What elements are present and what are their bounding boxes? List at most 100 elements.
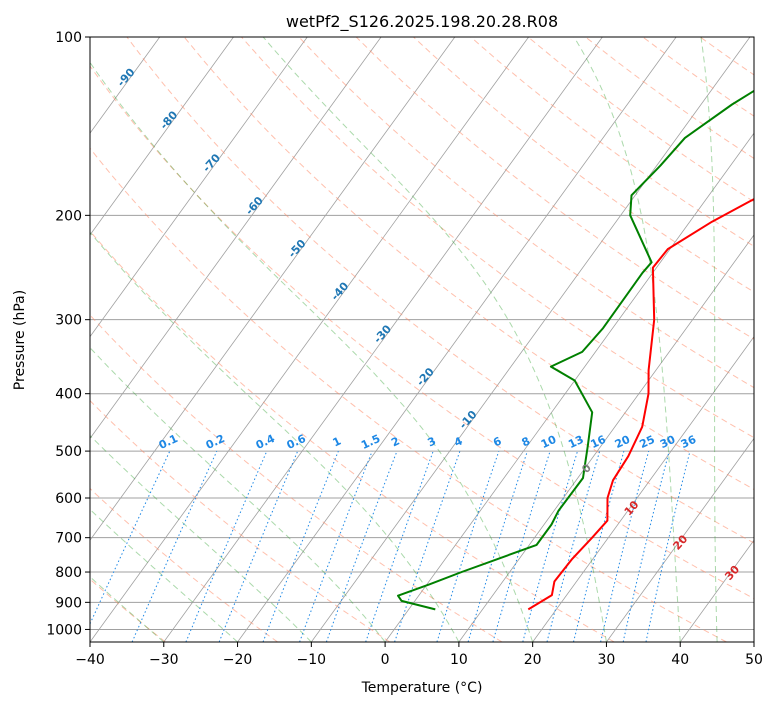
mixing-ratio-label: 0.1 [157,432,180,452]
mixing-ratio-line [394,450,461,642]
dry-adiabat [126,37,754,544]
y-tick-label: 700 [55,531,82,547]
dry-adiabats [90,37,775,642]
dry-adiabat [90,147,727,642]
mixing-ratio-line [645,450,691,642]
dry-adiabat [90,399,391,642]
moist-adiabat [262,37,607,642]
mixing-ratio-line [467,450,528,642]
mixing-ratio-label: 36 [679,433,699,451]
mixing-ratio-label: 4 [452,434,465,449]
dry-adiabat [355,37,754,340]
mixing-ratio-label: 0.4 [254,432,277,452]
x-axis: −40 −30 −20 −10 0 10 20 30 40 50 [75,642,763,668]
isotherm-line [311,37,751,642]
moist-adiabat [90,231,460,642]
mixing-ratio-label: 16 [589,433,609,451]
mixing-ratio-line [573,450,625,642]
y-tick-label: 900 [55,595,82,611]
mixing-ratio-line [299,450,373,642]
x-tick-label: 0 [381,652,390,668]
x-tick-label: 40 [671,652,689,668]
mixing-ratio-line [365,450,434,642]
mixing-ratio-label: 10 [539,433,559,451]
mixing-ratio-label: 13 [566,433,585,451]
gridline-labels: 0.1 0.2 0.4 0.6 1 1.5 2 3 4 6 8 10 13 16 20 25 30 36-100-… [90,37,742,583]
x-tick-label: 50 [745,652,763,668]
mixing-ratio-line [522,450,578,642]
isotherm-line [163,37,603,642]
background-lines [0,37,775,642]
moist-adiabat [90,576,165,642]
isotherm-gridlines [0,37,754,642]
x-tick-label: −10 [297,652,327,668]
moist-adiabat [753,562,754,642]
moist-adiabat [90,61,534,642]
x-tick-label: −20 [223,652,253,668]
isotherm-label: -40 [328,279,351,303]
dry-adiabat [699,37,754,76]
y-tick-label: 1000 [46,622,82,638]
chart-title: wetPf2_S126.2025.198.20.28.R08 [286,12,558,32]
temperature-profile-line [527,197,754,611]
mixing-ratio-line [131,450,218,642]
mixing-ratio-label: 25 [638,433,657,451]
mixing-ratio-line [325,450,398,642]
y-tick-label: 100 [55,30,82,46]
x-tick-label: 10 [450,652,468,668]
mixing-ratio-label: 2 [389,434,401,449]
mixing-ratio-line [218,450,299,642]
moist-adiabats [90,37,754,642]
dry-adiabat [90,230,615,642]
x-axis-label: Temperature (°C) [361,680,483,696]
mixing-ratio-label: 20 [613,433,633,451]
isotherm-label: -30 [371,322,394,346]
mixing-ratio-label: 1.5 [359,432,382,452]
x-tick-label: 20 [524,652,542,668]
isotherm-line [90,37,529,642]
isotherm-label: -80 [157,108,180,132]
mixing-ratio-label: 1 [331,434,343,449]
x-tick-label: −40 [75,652,105,668]
isotherm-line [532,336,754,642]
profiles [397,89,754,611]
mixing-ratio-line [546,450,601,642]
mixing-ratio-line [262,450,339,642]
dewpoint-profile-line [397,89,754,611]
dry-adiabat [90,65,754,600]
mixing-ratio-line [436,450,500,642]
isotherm-line [237,37,677,642]
moist-adiabat [90,347,386,642]
y-axis: 100 200 300 400 500 600 700 800 900 1000 [46,30,90,638]
isotherm-label: -20 [414,365,437,389]
isotherm-line [679,539,754,642]
plot-frame [89,36,755,643]
isobar-gridlines [90,37,754,630]
moist-adiabat [700,37,718,642]
dry-adiabat [241,37,754,439]
isotherm-label: -60 [243,194,266,218]
isotherm-line [384,132,754,642]
mixing-ratio-line [622,450,670,642]
mixing-ratio-label: 30 [658,433,678,451]
moist-adiabat [90,508,238,642]
y-axis-label: Pressure (hPa) [12,290,28,390]
mixing-ratio-label: 0.6 [285,432,308,452]
mixing-ratio-line [90,450,171,626]
isotherm-line [0,37,12,642]
y-tick-label: 400 [55,387,82,403]
dry-adiabat [90,487,278,642]
isotherm-label: -70 [200,151,223,175]
isotherm-label: -10 [457,408,480,432]
isotherm-line [90,37,456,541]
mixing-ratio-line [492,450,551,642]
dry-adiabat [757,37,775,642]
isotherm-line [90,37,308,338]
dry-adiabat [183,37,754,490]
y-tick-label: 500 [55,444,82,460]
isotherm-line [606,437,754,642]
isotherm-line [90,37,382,440]
mixing-ratio-line [600,450,650,642]
y-tick-label: 600 [55,491,82,507]
